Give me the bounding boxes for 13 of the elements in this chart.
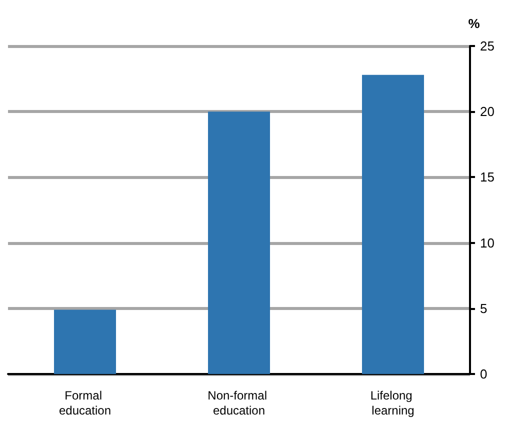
x-tick-label: Lifelong learning [370,388,416,418]
bar [362,74,424,374]
bar [208,112,270,374]
x-tick-label: Non-formal education [208,388,270,418]
y-axis-title: % [468,16,480,31]
y-tick-label: 15 [480,170,494,185]
y-tick-label: 25 [480,38,494,54]
y-tick-label: 20 [480,104,494,120]
x-tick-label: Formal education [58,388,112,418]
y-tick-label: 0 [480,366,488,382]
y-tick-label: 10 [480,235,494,250]
bar [54,310,116,374]
y-tick-label: 5 [480,300,488,316]
